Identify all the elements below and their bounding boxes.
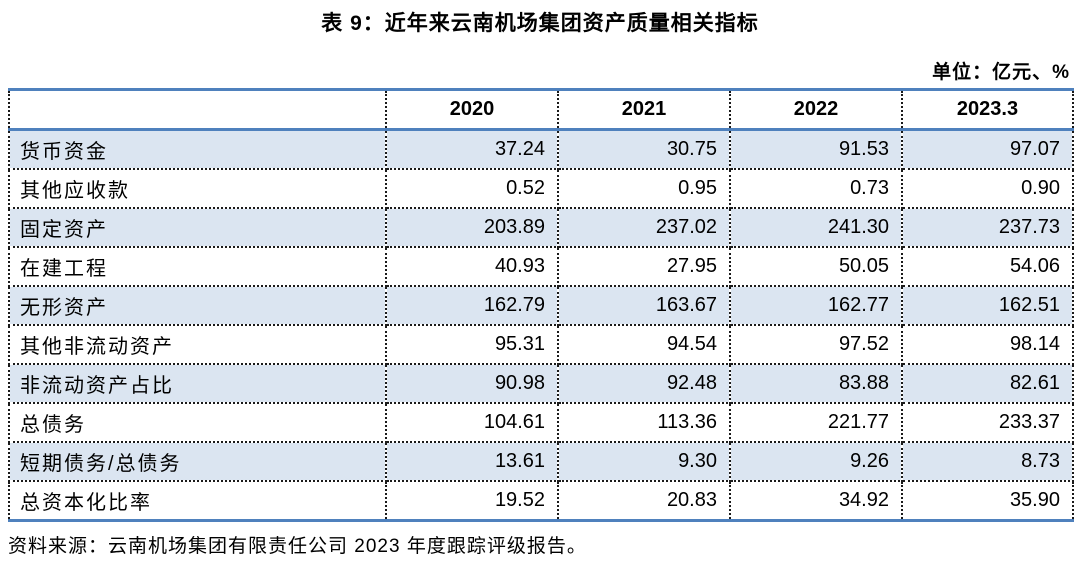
cell-value: 203.89 xyxy=(385,207,559,248)
row-label: 其他应收款 xyxy=(8,168,387,209)
table-row: 无形资产 162.79 163.67 162.77 162.51 xyxy=(8,285,1074,326)
cell-value: 20.83 xyxy=(557,480,731,522)
table-row: 在建工程 40.93 27.95 50.05 54.06 xyxy=(8,246,1074,287)
row-label: 其他非流动资产 xyxy=(8,324,387,365)
cell-value: 82.61 xyxy=(901,363,1074,404)
row-label: 货币资金 xyxy=(8,128,387,170)
row-label: 在建工程 xyxy=(8,246,387,287)
table-row: 其他非流动资产 95.31 94.54 97.52 98.14 xyxy=(8,324,1074,365)
header-2022: 2022 xyxy=(729,88,903,131)
table-row: 总资本化比率 19.52 20.83 34.92 35.90 xyxy=(8,480,1074,522)
cell-value: 90.98 xyxy=(385,363,559,404)
asset-quality-table: 2020 2021 2022 2023.3 货币资金 37.24 30.75 9… xyxy=(8,88,1074,522)
cell-value: 19.52 xyxy=(385,480,559,522)
table-title: 表 9：近年来云南机场集团资产质量相关指标 xyxy=(321,12,759,35)
cell-value: 95.31 xyxy=(385,324,559,365)
row-label: 固定资产 xyxy=(8,207,387,248)
cell-value: 35.90 xyxy=(901,480,1074,522)
cell-value: 91.53 xyxy=(729,128,903,170)
row-label: 非流动资产占比 xyxy=(8,363,387,404)
cell-value: 30.75 xyxy=(557,128,731,170)
cell-value: 0.52 xyxy=(385,168,559,209)
cell-value: 13.61 xyxy=(385,441,559,482)
table-row: 总债务 104.61 113.36 221.77 233.37 xyxy=(8,402,1074,443)
cell-value: 8.73 xyxy=(901,441,1074,482)
cell-value: 104.61 xyxy=(385,402,559,443)
row-label: 总债务 xyxy=(8,402,387,443)
cell-value: 0.90 xyxy=(901,168,1074,209)
cell-value: 50.05 xyxy=(729,246,903,287)
cell-value: 163.67 xyxy=(557,285,731,326)
row-label: 无形资产 xyxy=(8,285,387,326)
cell-value: 162.79 xyxy=(385,285,559,326)
table-row: 货币资金 37.24 30.75 91.53 97.07 xyxy=(8,128,1074,170)
header-2023-3: 2023.3 xyxy=(901,88,1074,131)
cell-value: 162.77 xyxy=(729,285,903,326)
cell-value: 9.26 xyxy=(729,441,903,482)
cell-value: 237.02 xyxy=(557,207,731,248)
cell-value: 0.95 xyxy=(557,168,731,209)
row-label: 总资本化比率 xyxy=(8,480,387,522)
cell-value: 9.30 xyxy=(557,441,731,482)
table-row: 固定资产 203.89 237.02 241.30 237.73 xyxy=(8,207,1074,248)
cell-value: 27.95 xyxy=(557,246,731,287)
cell-value: 162.51 xyxy=(901,285,1074,326)
cell-value: 98.14 xyxy=(901,324,1074,365)
cell-value: 221.77 xyxy=(729,402,903,443)
cell-value: 83.88 xyxy=(729,363,903,404)
cell-value: 233.37 xyxy=(901,402,1074,443)
unit-note: 单位：亿元、% xyxy=(932,62,1070,83)
cell-value: 97.07 xyxy=(901,128,1074,170)
cell-value: 40.93 xyxy=(385,246,559,287)
cell-value: 237.73 xyxy=(901,207,1074,248)
cell-value: 0.73 xyxy=(729,168,903,209)
cell-value: 241.30 xyxy=(729,207,903,248)
cell-value: 97.52 xyxy=(729,324,903,365)
cell-value: 113.36 xyxy=(557,402,731,443)
header-2020: 2020 xyxy=(385,88,559,131)
cell-value: 94.54 xyxy=(557,324,731,365)
header-2021: 2021 xyxy=(557,88,731,131)
header-row: 2020 2021 2022 2023.3 xyxy=(8,88,1074,131)
cell-value: 92.48 xyxy=(557,363,731,404)
cell-value: 54.06 xyxy=(901,246,1074,287)
cell-value: 34.92 xyxy=(729,480,903,522)
header-indicator xyxy=(8,88,387,131)
table-row: 其他应收款 0.52 0.95 0.73 0.90 xyxy=(8,168,1074,209)
row-label: 短期债务/总债务 xyxy=(8,441,387,482)
table-row: 短期债务/总债务 13.61 9.30 9.26 8.73 xyxy=(8,441,1074,482)
cell-value: 37.24 xyxy=(385,128,559,170)
table-row: 非流动资产占比 90.98 92.48 83.88 82.61 xyxy=(8,363,1074,404)
source-note: 资料来源：云南机场集团有限责任公司 2023 年度跟踪评级报告。 xyxy=(8,536,587,557)
